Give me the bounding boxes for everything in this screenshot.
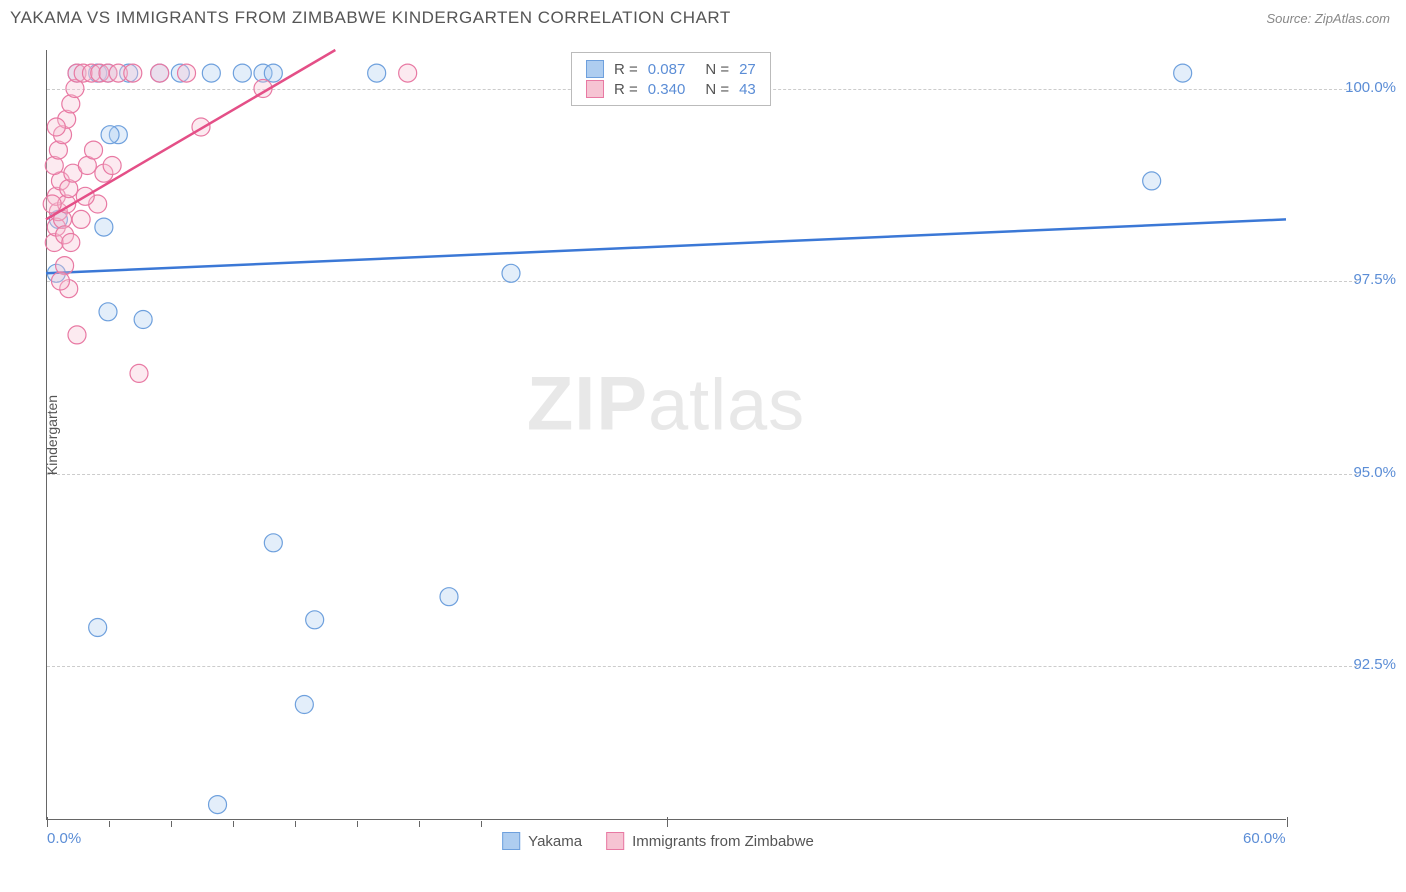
n-value: 27	[739, 61, 756, 78]
x-tick	[357, 821, 358, 827]
data-point	[295, 696, 313, 714]
data-point	[178, 64, 196, 82]
scatter-plot	[46, 50, 1286, 820]
x-tick	[419, 821, 420, 827]
data-point	[306, 611, 324, 629]
x-tick	[171, 821, 172, 827]
data-point	[43, 195, 61, 213]
legend-row: R = 0.340 N = 43	[586, 79, 756, 99]
legend-swatch	[502, 832, 520, 850]
data-point	[68, 326, 86, 344]
data-point	[264, 534, 282, 552]
data-point	[85, 141, 103, 159]
data-point	[1143, 172, 1161, 190]
data-point	[368, 64, 386, 82]
data-point	[440, 588, 458, 606]
legend-swatch	[606, 832, 624, 850]
data-point	[99, 303, 117, 321]
data-point	[89, 619, 107, 637]
r-value: 0.087	[648, 61, 686, 78]
legend-label: Immigrants from Zimbabwe	[632, 833, 814, 850]
data-point	[130, 364, 148, 382]
chart-container: ZIPatlas 92.5%95.0%97.5%100.0%0.0%60.0% …	[46, 50, 1286, 820]
data-point	[209, 796, 227, 814]
data-point	[124, 64, 142, 82]
source-attribution: Source: ZipAtlas.com	[1266, 11, 1390, 26]
data-point	[264, 64, 282, 82]
data-point	[202, 64, 220, 82]
data-point	[502, 264, 520, 282]
data-point	[233, 64, 251, 82]
chart-title: YAKAMA VS IMMIGRANTS FROM ZIMBABWE KINDE…	[10, 8, 731, 28]
n-value: 43	[739, 81, 756, 98]
x-tick	[233, 821, 234, 827]
x-tick-label: 0.0%	[47, 830, 81, 847]
data-point	[399, 64, 417, 82]
x-tick	[1287, 817, 1288, 827]
r-label: R =	[614, 81, 638, 98]
legend-label: Yakama	[528, 833, 582, 850]
r-label: R =	[614, 61, 638, 78]
legend-row: R = 0.087 N = 27	[586, 59, 756, 79]
data-point	[1174, 64, 1192, 82]
data-point	[134, 311, 152, 329]
y-tick-label: 92.5%	[1296, 656, 1396, 673]
data-point	[47, 118, 65, 136]
data-point	[72, 210, 90, 228]
x-tick	[109, 821, 110, 827]
legend-swatch	[586, 80, 604, 98]
series-legend: Yakama Immigrants from Zimbabwe	[502, 832, 830, 850]
y-tick-label: 97.5%	[1296, 271, 1396, 288]
data-point	[62, 234, 80, 252]
data-point	[103, 157, 121, 175]
y-tick-label: 100.0%	[1296, 79, 1396, 96]
n-label: N =	[705, 81, 729, 98]
n-label: N =	[705, 61, 729, 78]
x-tick	[481, 821, 482, 827]
chart-header: YAKAMA VS IMMIGRANTS FROM ZIMBABWE KINDE…	[0, 0, 1406, 32]
trend-line	[46, 219, 1286, 273]
legend-swatch	[586, 60, 604, 78]
data-point	[51, 272, 69, 290]
correlation-legend: R = 0.087 N = 27 R = 0.340 N = 43	[571, 52, 771, 106]
data-point	[151, 64, 169, 82]
x-tick-label: 60.0%	[1243, 830, 1286, 847]
x-tick	[295, 821, 296, 827]
r-value: 0.340	[648, 81, 686, 98]
data-point	[95, 218, 113, 236]
y-tick-label: 95.0%	[1296, 464, 1396, 481]
data-point	[101, 126, 119, 144]
